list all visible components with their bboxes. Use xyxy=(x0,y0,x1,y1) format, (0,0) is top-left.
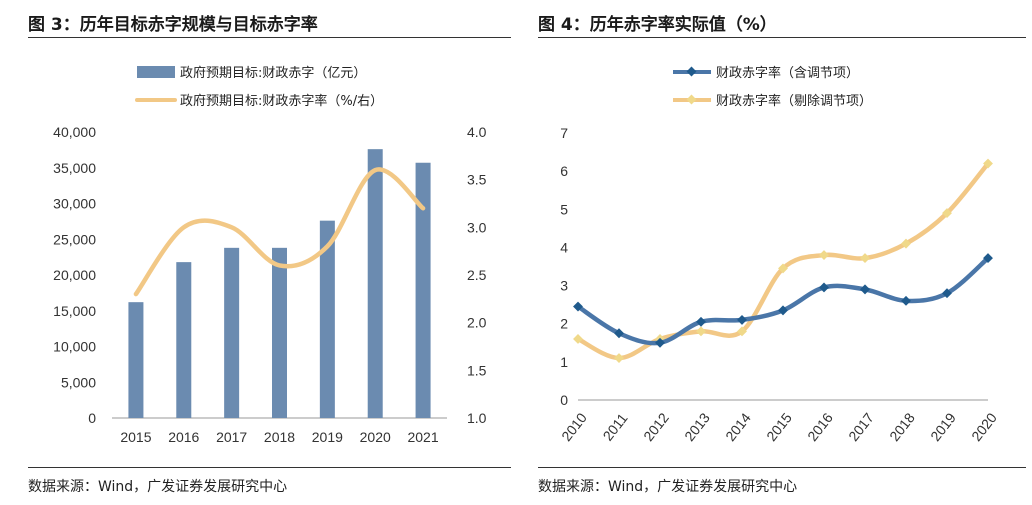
right-bottom-rule xyxy=(538,467,1026,468)
deficit-rate-incl-adjust-marker xyxy=(696,316,706,327)
legend-line-label: 政府预期目标:财政赤字率（%/右） xyxy=(180,93,383,109)
y-tick-label: 3 xyxy=(560,278,568,294)
right-figure-panel: 图 4：历年赤字率实际值（%） 财政赤字率（含调节项） 财政赤字率（剔除调节项） 0… xyxy=(530,0,1032,505)
right-source-note: 数据来源：Wind，广发证券发展研究中心 xyxy=(538,479,798,495)
deficit-rate-incl-adjust-marker xyxy=(819,282,829,293)
right-y-tick-label: 2.5 xyxy=(467,267,487,283)
right-figure-title: 图 4：历年赤字率实际值（%） xyxy=(538,15,777,35)
y-tick-label: 0 xyxy=(560,392,568,408)
x-tick-label: 2012 xyxy=(640,410,672,445)
left-chart: 政府预期目标:财政赤字（亿元） 政府预期目标:财政赤字率（%/右） 0 5,000 10… xyxy=(53,66,487,445)
x-tick-label: 2021 xyxy=(407,429,438,445)
x-tick-label: 2010 xyxy=(558,410,590,445)
right-y-tick-label: 1.0 xyxy=(467,410,487,426)
x-tick-label: 2020 xyxy=(968,410,1000,445)
y-tick-label: 4 xyxy=(560,239,568,255)
deficit-rate-excl-adjust-marker xyxy=(860,253,870,264)
legend-series1-label: 财政赤字率（含调节项） xyxy=(716,65,859,81)
left-figure-panel: 图 3：历年目标赤字规模与目标赤字率 政府预期目标:财政赤字（亿元） 政府预期目标… xyxy=(0,0,515,505)
left-y-tick-label: 10,000 xyxy=(53,339,96,355)
x-tick-label: 2013 xyxy=(681,410,713,445)
legend-bar-label: 政府预期目标:财政赤字（亿元） xyxy=(180,66,366,81)
left-top-rule xyxy=(28,37,511,38)
x-tick-label: 2020 xyxy=(360,429,391,445)
deficit-rate-excl-adjust-marker xyxy=(901,238,911,249)
left-y-tick-label: 15,000 xyxy=(53,303,96,319)
legend-bar-swatch xyxy=(137,66,175,78)
x-tick-label: 2015 xyxy=(120,429,151,445)
deficit-bar xyxy=(415,162,431,418)
left-y-tick-label: 40,000 xyxy=(53,124,96,140)
x-tick-label: 2011 xyxy=(599,410,630,444)
right-chart: 财政赤字率（含调节项） 财政赤字率（剔除调节项） 0 1 2 3 4 5 6 7 2010 2011 2… xyxy=(558,65,1000,445)
deficit-bar xyxy=(176,262,192,418)
deficit-rate-incl-adjust-marker xyxy=(655,337,665,348)
right-y-tick-label: 1.5 xyxy=(467,362,487,378)
deficit-rate-incl-adjust-marker xyxy=(614,328,624,339)
y-tick-label: 6 xyxy=(560,163,568,179)
y-tick-label: 7 xyxy=(560,125,568,141)
left-bottom-rule xyxy=(28,467,511,468)
deficit-rate-excl-adjust-marker xyxy=(942,208,952,219)
x-tick-label: 2019 xyxy=(927,410,959,445)
left-y-tick-label: 25,000 xyxy=(53,231,96,247)
y-tick-label: 1 xyxy=(560,354,568,370)
x-tick-label: 2017 xyxy=(216,429,247,445)
x-tick-label: 2018 xyxy=(264,429,295,445)
left-y-tick-label: 30,000 xyxy=(53,196,96,212)
deficit-rate-incl-adjust-marker xyxy=(737,314,747,325)
deficit-rate-incl-adjust-marker xyxy=(942,288,952,299)
deficit-rate-incl-adjust-marker xyxy=(778,305,788,316)
right-top-rule xyxy=(538,37,1026,38)
y-tick-label: 2 xyxy=(560,316,568,332)
deficit-rate-excl-adjust-marker xyxy=(983,158,993,169)
left-source-note: 数据来源：Wind，广发证券发展研究中心 xyxy=(28,479,288,495)
y-tick-label: 5 xyxy=(560,201,568,217)
deficit-rate-excl-adjust-marker xyxy=(696,326,706,337)
left-y-tick-label: 20,000 xyxy=(53,267,96,283)
deficit-rate-excl-adjust-marker xyxy=(819,250,829,261)
deficit-rate-incl-adjust-marker xyxy=(573,301,583,312)
left-legend: 政府预期目标:财政赤字（亿元） 政府预期目标:财政赤字率（%/右） xyxy=(135,66,383,109)
right-y-tick-label: 3.5 xyxy=(467,172,487,188)
legend-series2-marker xyxy=(686,94,697,105)
x-tick-label: 2015 xyxy=(763,410,795,445)
x-tick-label: 2016 xyxy=(804,410,836,445)
right-y-tick-label: 3.0 xyxy=(467,219,487,235)
deficit-rate-excl-adjust-marker xyxy=(778,263,788,274)
right-y-tick-label: 4.0 xyxy=(467,124,487,140)
deficit-bar xyxy=(272,247,287,418)
deficit-rate-excl-adjust-marker xyxy=(614,353,624,363)
left-y-tick-label: 35,000 xyxy=(53,160,96,176)
left-y-tick-label: 5,000 xyxy=(61,374,96,390)
x-tick-label: 2019 xyxy=(312,429,343,445)
deficit-bar xyxy=(367,149,383,418)
x-tick-label: 2016 xyxy=(168,429,199,445)
deficit-rate-excl-adjust-line xyxy=(575,161,991,361)
left-figure-title: 图 3：历年目标赤字规模与目标赤字率 xyxy=(28,15,318,35)
right-legend: 财政赤字率（含调节项） 财政赤字率（剔除调节项） xyxy=(673,65,872,109)
x-tick-label: 2014 xyxy=(722,410,754,445)
deficit-bar xyxy=(128,302,144,418)
left-y-tick-label: 0 xyxy=(88,410,96,426)
deficit-bar xyxy=(319,220,335,418)
deficit-rate-excl-adjust-marker xyxy=(737,326,747,337)
deficit-rate-incl-adjust-marker xyxy=(860,284,870,295)
legend-series1-marker xyxy=(686,66,697,77)
legend-series2-label: 财政赤字率（剔除调节项） xyxy=(716,93,872,109)
right-y-tick-label: 2.0 xyxy=(467,315,487,331)
x-tick-label: 2017 xyxy=(845,410,877,445)
x-tick-label: 2018 xyxy=(886,410,918,445)
deficit-rate-incl-adjust-marker xyxy=(901,295,911,306)
deficit-rate-excl-adjust-marker xyxy=(573,334,583,344)
deficit-bar xyxy=(224,247,240,418)
